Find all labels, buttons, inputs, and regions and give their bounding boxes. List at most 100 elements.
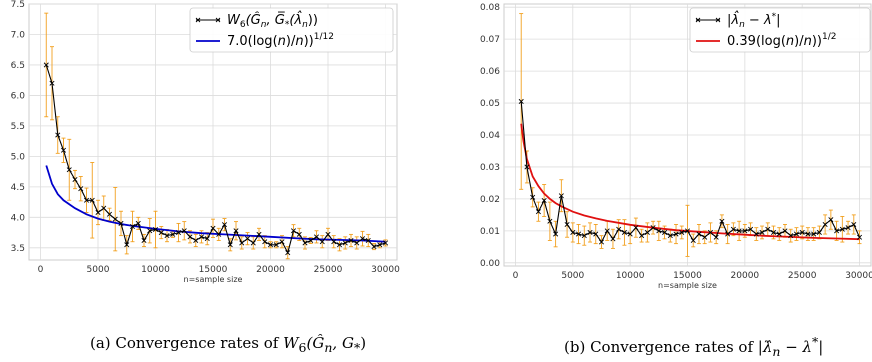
y-tick-label: 0.05	[480, 99, 500, 109]
data-point-marker	[227, 242, 233, 248]
data-point-marker	[187, 234, 193, 240]
data-point-marker	[49, 80, 55, 86]
data-point-marker	[604, 228, 610, 234]
data-point-marker	[696, 231, 702, 237]
data-point-marker	[748, 226, 754, 232]
data-point-marker	[736, 228, 742, 234]
data-point-marker	[547, 218, 553, 224]
data-point-marker	[43, 62, 49, 68]
y-tick-label: 0.04	[480, 131, 500, 141]
data-point-marker	[857, 234, 863, 240]
y-tick-label: 7.5	[11, 0, 25, 10]
data-point-marker	[382, 240, 389, 246]
data-point-marker	[553, 231, 559, 237]
x-tick-label: 10000	[616, 271, 645, 281]
data-point-marker	[175, 230, 182, 236]
y-tick-label: 0.00	[480, 259, 500, 269]
data-point-marker	[811, 231, 817, 237]
data-point-marker	[216, 231, 222, 237]
y-tick-label: 7.0	[11, 30, 26, 40]
data-point-marker	[570, 229, 576, 235]
x-axis-label: n=sample size	[184, 275, 243, 284]
data-point-marker	[342, 240, 348, 246]
data-point-marker	[593, 231, 599, 237]
data-point-marker	[610, 236, 616, 242]
data-point-marker	[55, 132, 61, 138]
data-point-marker	[313, 234, 320, 240]
data-point-marker	[210, 225, 216, 231]
data-point-marker	[112, 216, 118, 222]
data-point-marker	[587, 229, 593, 235]
legend-label-series: |λ̂n − λ*|	[727, 11, 781, 30]
data-point-marker	[72, 177, 78, 183]
y-tick-label: 0.03	[480, 163, 500, 173]
data-point-marker	[193, 237, 199, 244]
data-point-marker	[564, 221, 570, 227]
data-point-marker	[713, 234, 719, 240]
data-point-marker	[106, 211, 113, 217]
data-point-marker	[377, 242, 383, 248]
data-point-marker	[198, 234, 205, 240]
legend-box	[689, 7, 871, 53]
data-point-marker	[581, 233, 587, 239]
data-point-marker	[759, 229, 765, 235]
data-point-marker	[273, 242, 279, 248]
data-point-marker	[684, 228, 691, 234]
data-point-marker	[221, 222, 228, 228]
data-point-marker	[181, 228, 187, 234]
data-point-marker	[822, 221, 828, 227]
data-point-marker	[164, 233, 170, 239]
x-tick-label: 25000	[788, 271, 817, 281]
x-tick-label: 15000	[199, 265, 228, 275]
y-tick-label: 5.5	[11, 122, 25, 132]
data-point-marker	[690, 237, 696, 243]
y-tick-label: 0.08	[480, 3, 500, 13]
data-point-marker	[793, 231, 799, 237]
legend-marker-x	[695, 17, 721, 23]
x-tick-label: 15000	[673, 271, 702, 281]
data-point-marker	[256, 231, 262, 237]
data-point-marker	[742, 228, 748, 234]
data-point-marker	[805, 231, 811, 237]
data-point-marker	[354, 240, 360, 246]
x-tick-label: 30000	[845, 271, 872, 281]
y-tick-label: 0.06	[480, 67, 500, 77]
data-point-marker	[296, 231, 302, 237]
data-point-marker	[656, 228, 662, 234]
x-tick-label: 20000	[256, 265, 285, 275]
data-point-marker	[60, 147, 67, 153]
fit-curve-line	[520, 123, 860, 241]
data-point-marker	[719, 218, 725, 224]
data-point-marker	[541, 197, 547, 204]
chart-b: 0 5000 10000 15000 20000 25000 30000 0.00 0.01 0.…	[480, 3, 872, 290]
data-point-marker	[753, 231, 759, 237]
data-point-marker	[101, 205, 107, 211]
data-point-marker	[348, 237, 354, 244]
data-point-marker	[331, 239, 337, 245]
legend-marker-x	[195, 17, 221, 23]
legend-box	[189, 7, 394, 53]
y-tick-label: 6.5	[11, 61, 25, 71]
data-point-marker	[135, 220, 141, 226]
data-point-marker	[518, 98, 524, 104]
data-point-marker	[95, 209, 101, 215]
data-point-marker	[633, 225, 639, 231]
data-point-marker	[152, 227, 159, 233]
legend-label-fit: 7.0(log(n)/n))1/12	[227, 32, 334, 49]
legend-label-series: W6(Ĝn, G̅*(λ̂n))	[227, 11, 318, 30]
data-point-marker	[702, 234, 708, 240]
data-point-marker	[627, 231, 633, 237]
data-point-marker	[673, 231, 679, 237]
data-point-marker	[78, 186, 84, 192]
x-tick-label: 30000	[371, 265, 400, 275]
data-point-marker	[558, 193, 564, 199]
data-point-marker	[365, 237, 371, 244]
chart-a: 0 5000 10000 15000 20000 25000 30000 3.5 4.0 4.5 5…	[11, 0, 400, 284]
data-point-marker	[834, 228, 840, 234]
y-tick-label: 0.07	[480, 35, 500, 45]
data-point-marker	[302, 240, 308, 246]
data-point-marker	[530, 194, 536, 200]
data-point-marker	[816, 229, 822, 235]
data-point-marker	[725, 231, 731, 237]
data-point-marker	[141, 237, 147, 244]
